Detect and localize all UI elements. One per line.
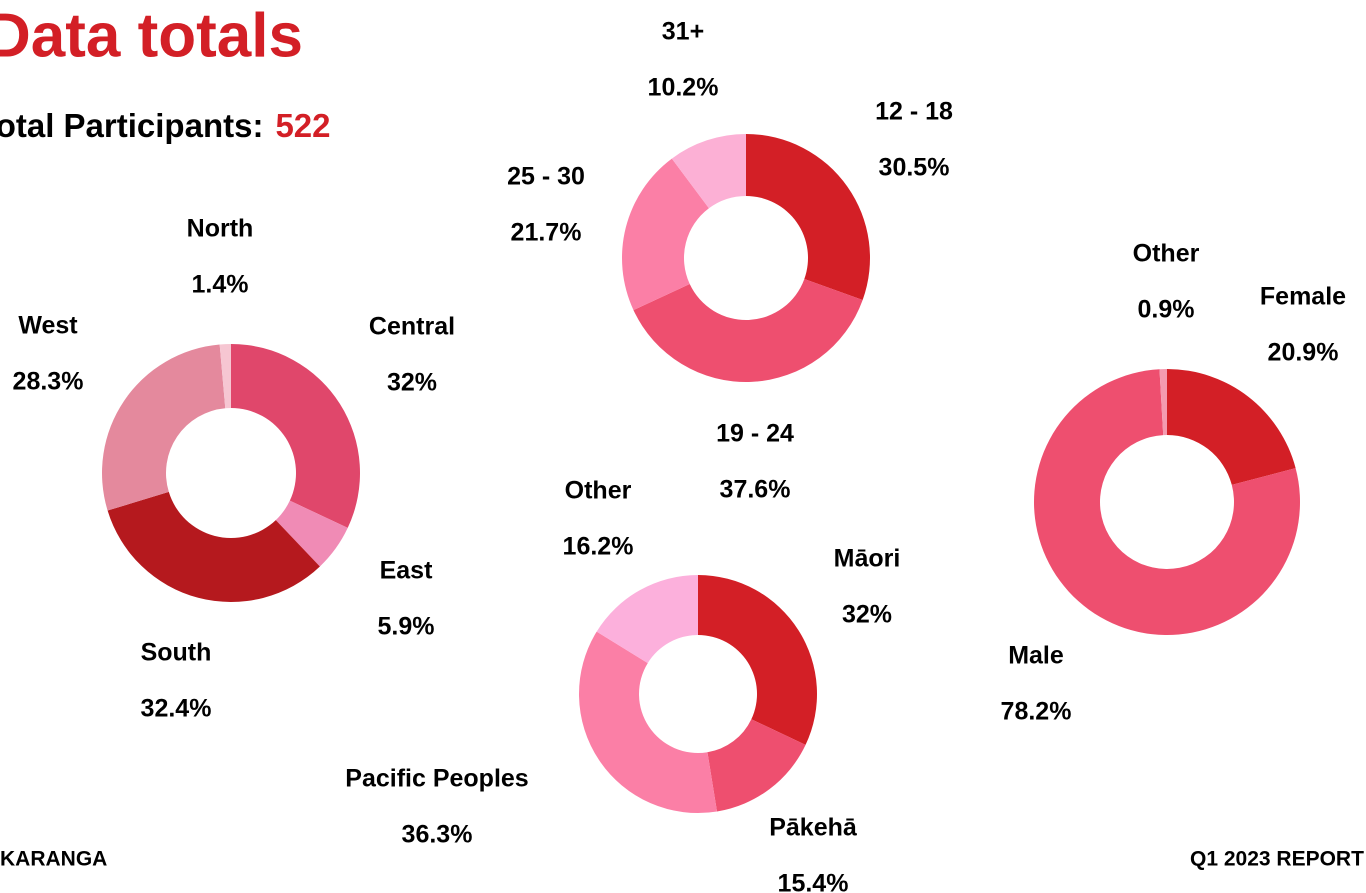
slice-value-label: 32% bbox=[842, 601, 892, 629]
slice-label: 25 - 30 bbox=[507, 163, 585, 191]
donut-slice bbox=[219, 344, 231, 409]
donut-slice bbox=[622, 158, 709, 311]
title: Data totals bbox=[0, 1, 303, 70]
slice-value-label: 28.3% bbox=[13, 368, 84, 396]
slice-label: Pākehā bbox=[769, 814, 858, 842]
slice-value-label: 0.9% bbox=[1138, 296, 1195, 324]
slice-value-label: 32.4% bbox=[141, 695, 212, 723]
slice-value-label: 5.9% bbox=[378, 613, 435, 641]
slice-value-label: 78.2% bbox=[1001, 698, 1072, 726]
slice-label: North bbox=[187, 215, 254, 243]
slice-value-label: 37.6% bbox=[720, 476, 791, 504]
participants: Total Participants: 522 bbox=[0, 107, 331, 144]
slice-value-label: 10.2% bbox=[648, 74, 719, 102]
footer-left: KARANGA bbox=[0, 848, 107, 871]
slice-value-label: 36.3% bbox=[402, 821, 473, 849]
slice-value-label: 20.9% bbox=[1268, 339, 1339, 367]
slice-label: East bbox=[380, 557, 433, 585]
slice-value-label: 1.4% bbox=[192, 271, 249, 299]
slice-label: Female bbox=[1260, 283, 1346, 311]
donut-slice bbox=[633, 279, 863, 382]
slice-label: Other bbox=[1133, 240, 1200, 268]
participants-value: 522 bbox=[275, 107, 330, 144]
donut-slice bbox=[275, 500, 348, 567]
slice-value-label: 15.4% bbox=[778, 870, 849, 893]
slice-label: Male bbox=[1008, 642, 1064, 670]
slice-label: 19 - 24 bbox=[716, 420, 794, 448]
donut-slice bbox=[579, 631, 718, 813]
donut-slice bbox=[746, 134, 871, 301]
footer-right: Q1 2023 REPORT bbox=[1190, 848, 1364, 871]
donut-slice bbox=[1159, 369, 1167, 436]
slice-label: 31+ bbox=[662, 18, 704, 46]
donut-slice bbox=[671, 134, 746, 209]
donut-slice bbox=[707, 719, 806, 812]
donut-slice bbox=[231, 344, 360, 528]
slice-label: 12 - 18 bbox=[875, 98, 953, 126]
donut-slice bbox=[101, 344, 226, 511]
slice-label: South bbox=[141, 639, 212, 667]
donut-slice bbox=[596, 575, 698, 664]
donut-slice bbox=[1167, 369, 1296, 485]
slice-value-label: 32% bbox=[387, 369, 437, 397]
slice-value-label: 30.5% bbox=[879, 154, 950, 182]
slice-value-label: 16.2% bbox=[563, 533, 634, 561]
donut-slice bbox=[698, 575, 817, 745]
slice-label: West bbox=[18, 312, 78, 340]
slice-label: Other bbox=[565, 477, 632, 505]
donut-slice bbox=[1034, 369, 1300, 635]
donut-slice bbox=[107, 491, 320, 602]
slice-value-label: 21.7% bbox=[511, 219, 582, 247]
slice-label: Pacific Peoples bbox=[345, 765, 528, 793]
participants-label: Total Participants: bbox=[0, 107, 263, 144]
slice-label: Central bbox=[369, 313, 455, 341]
slice-label: Māori bbox=[834, 545, 901, 573]
